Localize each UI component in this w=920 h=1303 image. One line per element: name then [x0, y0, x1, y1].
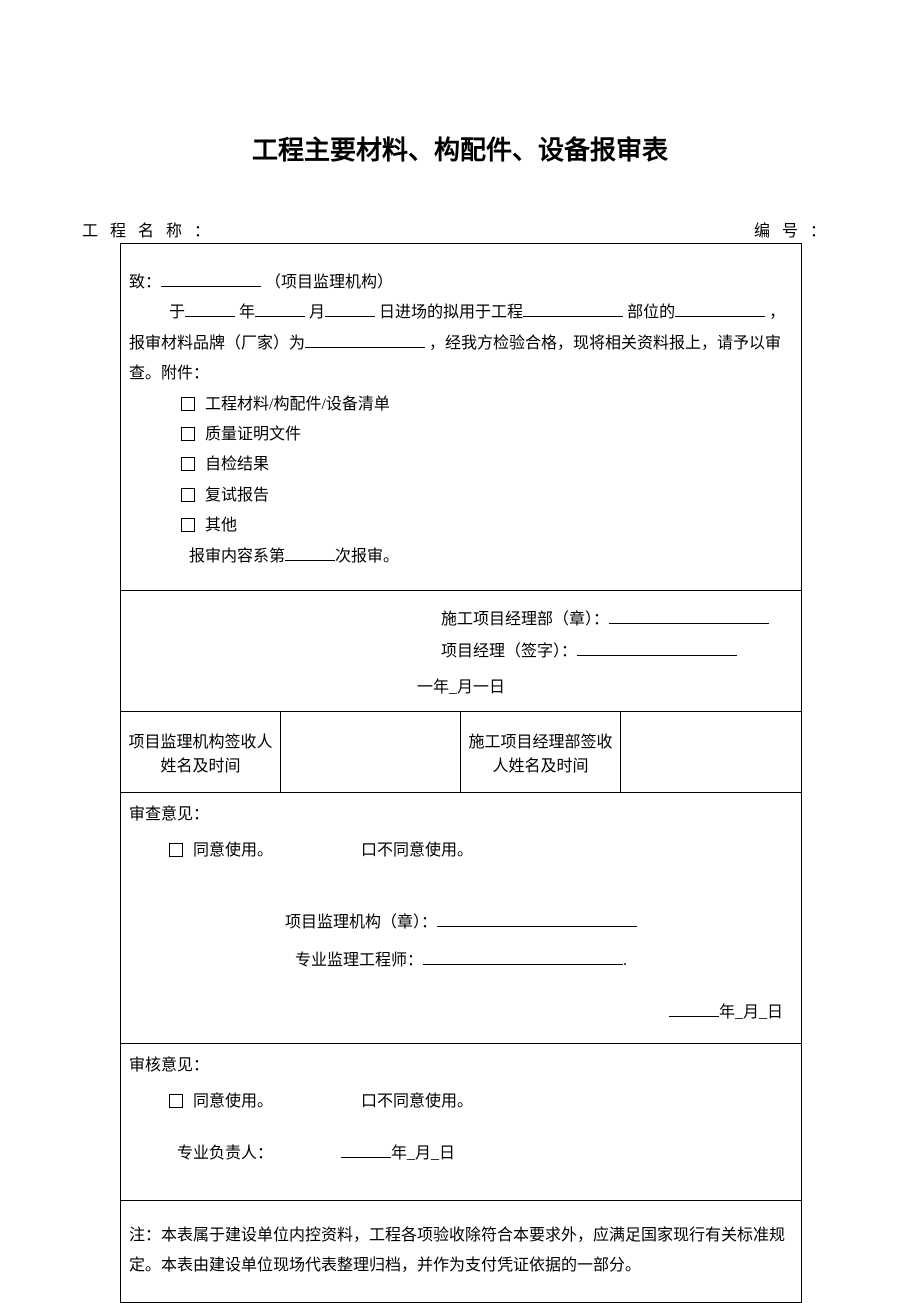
header-row: 工程名称： 编号：	[80, 217, 840, 241]
month-blank[interactable]	[255, 316, 305, 317]
project-name-label: 工程名称：	[82, 217, 222, 241]
check-4: 复试报告	[129, 481, 793, 511]
check-label-2: 质量证明文件	[205, 426, 301, 443]
check-1: 工程材料/构配件/设备清单	[129, 390, 793, 420]
brand-blank[interactable]	[305, 347, 425, 348]
review-head: 审查意见：	[129, 799, 793, 831]
section-addressee: 致： （项目监理机构） 于 年 月 日进场的拟用于工程 部位的 ， 报审材料品牌…	[121, 244, 801, 591]
check-label-4: 复试报告	[205, 487, 269, 504]
note-section: 注：本表属于建设单位内控资料，工程各项验收除符合本要求外，应满足国家现行有关标准…	[121, 1201, 801, 1302]
entry-line-3: 查。附件：	[129, 359, 793, 389]
check-label-3: 自检结果	[205, 456, 269, 473]
number-label: 编号：	[754, 217, 838, 241]
checkbox-icon[interactable]	[169, 1094, 183, 1108]
t1e: 部位的	[627, 304, 675, 321]
year-blank[interactable]	[185, 316, 235, 317]
review-options: 同意使用。 口不同意使用。	[129, 835, 793, 867]
check-2: 质量证明文件	[129, 420, 793, 450]
day-blank[interactable]	[325, 316, 375, 317]
approve-head: 审核意见：	[129, 1050, 793, 1082]
review-org-blank[interactable]	[437, 926, 637, 927]
checkbox-icon[interactable]	[181, 518, 195, 532]
approve-resp-line: 专业负责人： 年_月_日	[129, 1138, 793, 1170]
review-disagree: 口不同意使用。	[361, 842, 473, 859]
review-eng-label: 专业监理工程师：	[295, 952, 423, 969]
signature-block-1: 施工项目经理部（章）： 项目经理（签字）： 一年_月一日	[121, 591, 801, 712]
part-blank[interactable]	[523, 316, 623, 317]
review-section: 审查意见： 同意使用。 口不同意使用。 项目监理机构（章）： 专业监理工程师：.…	[121, 793, 801, 1044]
count-blank[interactable]	[285, 560, 335, 561]
t1d: 日进场的拟用于工程	[379, 304, 523, 321]
contractor-receipt-value[interactable]	[621, 712, 801, 792]
entry-line-2: 报审材料品牌（厂家）为 ，经我方检验合格，现将相关资料报上，请予以审	[129, 329, 793, 359]
mgr-blank[interactable]	[577, 655, 737, 656]
t1b: 年	[239, 304, 255, 321]
form-title: 工程主要材料、构配件、设备报审表	[80, 130, 840, 167]
date-line-1: 一年_月一日	[129, 673, 793, 697]
approve-section: 审核意见： 同意使用。 口不同意使用。 专业负责人： 年_月_日	[121, 1044, 801, 1201]
contractor-receipt-label: 施工项目经理部签收人姓名及时间	[461, 712, 621, 792]
check-5: 其他	[129, 511, 793, 541]
review-date: 年_月_日	[129, 997, 793, 1029]
item-blank[interactable]	[675, 316, 765, 317]
review-agree: 同意使用。	[193, 842, 273, 859]
approve-agree: 同意使用。	[193, 1093, 273, 1110]
approve-disagree: 口不同意使用。	[361, 1093, 473, 1110]
review-eng-blank[interactable]	[423, 964, 623, 965]
to-line: 致： （项目监理机构）	[129, 268, 793, 298]
checkbox-icon[interactable]	[181, 397, 195, 411]
count-prefix: 报审内容系第	[189, 548, 285, 565]
checkbox-icon[interactable]	[181, 427, 195, 441]
supervisor-receipt-value[interactable]	[281, 712, 461, 792]
to-prefix: 致：	[129, 274, 161, 291]
dept-label: 施工项目经理部（章）：	[441, 611, 609, 628]
review-org-label: 项目监理机构（章）：	[285, 914, 437, 931]
approve-date: 年_月_日	[391, 1145, 455, 1162]
review-year-blank[interactable]	[669, 1016, 719, 1017]
to-blank[interactable]	[161, 286, 261, 287]
checkbox-icon[interactable]	[181, 488, 195, 502]
t2b: ，经我方检验合格，现将相关资料报上，请予以审	[429, 335, 781, 352]
check-label-5: 其他	[205, 517, 237, 534]
count-suffix: 次报审。	[335, 548, 399, 565]
checkbox-icon[interactable]	[181, 457, 195, 471]
dept-blank[interactable]	[609, 623, 769, 624]
review-eng-line: 专业监理工程师：.	[129, 945, 793, 977]
entry-line-1: 于 年 月 日进场的拟用于工程 部位的 ，	[129, 298, 793, 328]
approve-resp-label: 专业负责人：	[177, 1145, 273, 1162]
receipt-row: 项目监理机构签收人姓名及时间 施工项目经理部签收人姓名及时间	[121, 712, 801, 793]
t2a: 报审材料品牌（厂家）为	[129, 335, 305, 352]
approve-options: 同意使用。 口不同意使用。	[129, 1086, 793, 1118]
to-suffix: （项目监理机构）	[265, 274, 393, 291]
t1a: 于	[169, 304, 185, 321]
review-org-line: 项目监理机构（章）：	[129, 907, 793, 939]
check-3: 自检结果	[129, 450, 793, 480]
mgr-sign-line: 项目经理（签字）：	[129, 637, 793, 661]
count-line: 报审内容系第 次报审。	[129, 542, 793, 572]
dept-stamp-line: 施工项目经理部（章）：	[129, 605, 793, 629]
approve-year-blank[interactable]	[341, 1157, 391, 1158]
t1f: ，	[769, 304, 785, 321]
check-label-1: 工程材料/构配件/设备清单	[205, 396, 390, 413]
t1c: 月	[309, 304, 325, 321]
mgr-label: 项目经理（签字）：	[441, 643, 577, 660]
supervisor-receipt-label: 项目监理机构签收人姓名及时间	[121, 712, 281, 792]
checkbox-icon[interactable]	[169, 843, 183, 857]
main-table: 致： （项目监理机构） 于 年 月 日进场的拟用于工程 部位的 ， 报审材料品牌…	[120, 243, 802, 1303]
